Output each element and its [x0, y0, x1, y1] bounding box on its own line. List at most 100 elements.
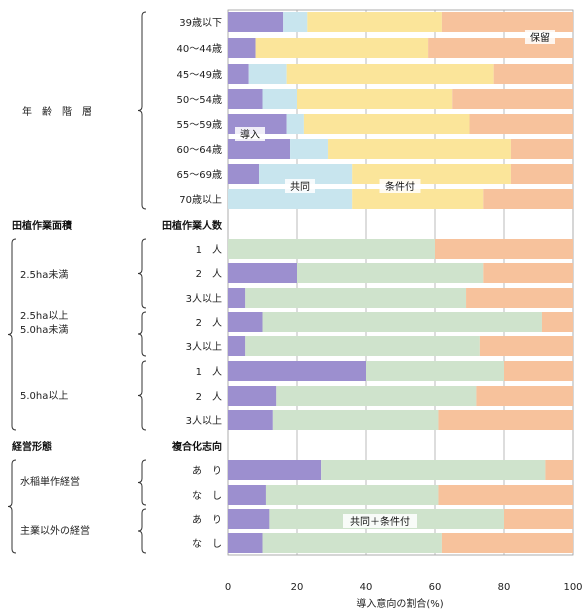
annotation-3: 条件付 — [385, 180, 415, 193]
section-subtitle-1: 田植作業人数 — [162, 219, 223, 232]
bracket-gt50 — [137, 360, 147, 431]
bracket-area — [7, 238, 17, 431]
row-label-0: 39歳以下 — [179, 17, 222, 29]
group-label-0-0: 年 齢 階 層 — [22, 105, 92, 118]
annotation-bg-2 — [285, 179, 315, 193]
bracket-single — [137, 459, 147, 506]
bar-segment-18-導入 — [228, 509, 270, 529]
bar-segment-12-保留 — [479, 336, 573, 356]
bar-segment-12-導入 — [228, 336, 246, 356]
bar-segment-17-共同＋条件付 — [265, 485, 439, 505]
row-label-4: 55～59歳 — [177, 119, 222, 131]
bar-segment-11-保留 — [541, 312, 573, 332]
annotation-4: 共同＋条件付 — [350, 515, 410, 528]
annotation-bg-1 — [235, 127, 265, 141]
section-title-1: 田植作業面積 — [12, 219, 73, 232]
bar-segment-0-導入 — [228, 12, 284, 32]
bar-segment-3-保留 — [452, 89, 573, 109]
group-label-1-0: 2.5ha未満 — [20, 269, 68, 281]
bar-segment-17-保留 — [438, 485, 573, 505]
bar-segment-13-保留 — [504, 361, 573, 381]
bar-segment-7-保留 — [483, 189, 573, 209]
group-label-4-0: 水稲単作経営 — [20, 475, 80, 488]
row-label-11: 2 人 — [196, 317, 222, 329]
x-tick-80: 80 — [498, 582, 511, 593]
bracket-lt25 — [137, 238, 147, 309]
axis-layer: 0 20 40 60 80 100 — [225, 582, 583, 593]
row-label-16: あ り — [192, 465, 222, 477]
row-label-1: 40～44歳 — [177, 43, 222, 55]
bar-segment-8-保留 — [435, 239, 573, 259]
bar-segment-16-保留 — [545, 460, 573, 480]
bar-segment-6-保留 — [510, 164, 573, 184]
row-label-19: な し — [192, 538, 222, 550]
row-label-12: 3人以上 — [186, 341, 222, 353]
row-label-14: 2 人 — [196, 391, 222, 403]
row-label-18: あ り — [192, 514, 222, 526]
bar-segment-12-共同＋条件付 — [245, 336, 480, 356]
bar-segment-2-導入 — [228, 64, 249, 84]
annotation-0: 保留 — [530, 31, 550, 44]
bar-segment-9-導入 — [228, 263, 297, 283]
bracket-layer — [7, 11, 147, 554]
bar-segment-10-共同＋条件付 — [245, 288, 467, 308]
bar-segment-2-保留 — [493, 64, 573, 84]
bar-segment-3-共同 — [262, 89, 297, 109]
bars-layer — [228, 12, 573, 553]
bar-segment-0-保留 — [441, 12, 573, 32]
bar-segment-16-導入 — [228, 460, 322, 480]
bar-segment-15-共同＋条件付 — [272, 410, 439, 430]
group-label-5-0: 主業以外の経営 — [20, 524, 90, 537]
x-tick-40: 40 — [360, 582, 373, 593]
bar-segment-2-条件付 — [286, 64, 494, 84]
row-label-15: 3人以上 — [186, 415, 222, 427]
bar-segment-17-導入 — [228, 485, 266, 505]
bar-segment-7-条件付 — [352, 189, 484, 209]
bar-segment-10-保留 — [466, 288, 573, 308]
annotation-bg-4 — [343, 514, 417, 528]
row-label-5: 60～64歳 — [177, 144, 222, 156]
bar-segment-19-導入 — [228, 533, 263, 553]
row-label-7: 70歳以上 — [179, 194, 222, 206]
bar-segment-5-共同 — [290, 139, 329, 159]
bar-segment-13-共同＋条件付 — [366, 361, 504, 381]
row-label-8: 1 人 — [196, 244, 222, 256]
x-tick-100: 100 — [563, 582, 582, 593]
section-subtitle-2: 複合化志向 — [171, 440, 222, 453]
bracket-25-50 — [137, 311, 147, 357]
bar-segment-0-条件付 — [307, 12, 442, 32]
annotation-bg-0 — [525, 30, 555, 44]
row-label-13: 1 人 — [196, 366, 222, 378]
bar-segment-14-保留 — [476, 386, 573, 406]
x-tick-60: 60 — [429, 582, 442, 593]
bar-segment-0-共同 — [283, 12, 308, 32]
bar-segment-14-共同＋条件付 — [276, 386, 477, 406]
bar-segment-3-条件付 — [297, 89, 453, 109]
row-label-2: 45～49歳 — [177, 69, 222, 81]
group-label-2-1: 5.0ha未満 — [20, 324, 68, 336]
bar-segment-11-導入 — [228, 312, 263, 332]
x-tick-20: 20 — [291, 582, 304, 593]
group-label-3-0: 5.0ha以上 — [20, 390, 68, 402]
row-label-17: な し — [192, 490, 222, 502]
bracket-mgmt — [7, 459, 17, 554]
bar-segment-5-導入 — [228, 139, 291, 159]
bar-segment-8-共同＋条件付 — [228, 239, 435, 259]
bar-segment-15-保留 — [438, 410, 573, 430]
bar-segment-4-保留 — [469, 114, 573, 134]
bar-segment-6-共同 — [259, 164, 353, 184]
x-axis-title: 導入意向の割合(%) — [356, 597, 443, 610]
bar-segment-4-共同 — [286, 114, 304, 134]
bar-segment-2-共同 — [248, 64, 287, 84]
bar-segment-9-共同＋条件付 — [297, 263, 484, 283]
bar-segment-6-導入 — [228, 164, 260, 184]
bar-segment-9-保留 — [483, 263, 573, 283]
bar-segment-15-導入 — [228, 410, 273, 430]
annotation-bg-3 — [379, 179, 421, 193]
bar-segment-1-導入 — [228, 38, 256, 58]
bracket-age — [137, 11, 147, 210]
bar-segment-19-保留 — [441, 533, 573, 553]
bar-segment-10-導入 — [228, 288, 246, 308]
